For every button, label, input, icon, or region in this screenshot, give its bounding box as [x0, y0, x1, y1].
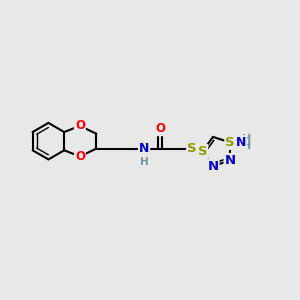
Text: N: N — [139, 142, 149, 155]
Text: O: O — [155, 122, 165, 135]
Text: S: S — [187, 142, 196, 155]
Text: H: H — [242, 141, 251, 151]
Text: N: N — [236, 136, 246, 149]
Text: S: S — [225, 136, 235, 149]
Text: H: H — [242, 134, 251, 144]
Text: N: N — [207, 160, 219, 172]
Text: N: N — [224, 154, 236, 167]
Text: H: H — [140, 157, 148, 167]
Text: S: S — [198, 145, 207, 158]
Text: O: O — [75, 150, 85, 163]
Text: O: O — [75, 119, 85, 132]
